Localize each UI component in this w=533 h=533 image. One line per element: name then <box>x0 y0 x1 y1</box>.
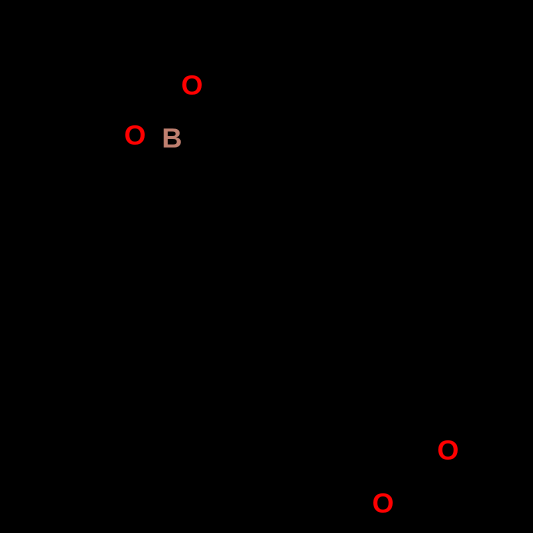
atom-o: O <box>437 435 459 466</box>
bond <box>226 328 228 394</box>
bond <box>234 328 236 394</box>
atom-o: O <box>124 120 146 151</box>
bond <box>168 228 170 294</box>
atom-b: B <box>162 123 182 154</box>
bond <box>115 330 118 396</box>
atom-o: O <box>181 70 203 101</box>
bond <box>390 390 395 450</box>
atom-o: O <box>372 488 394 519</box>
molecule-diagram: OOBOO <box>0 0 533 533</box>
